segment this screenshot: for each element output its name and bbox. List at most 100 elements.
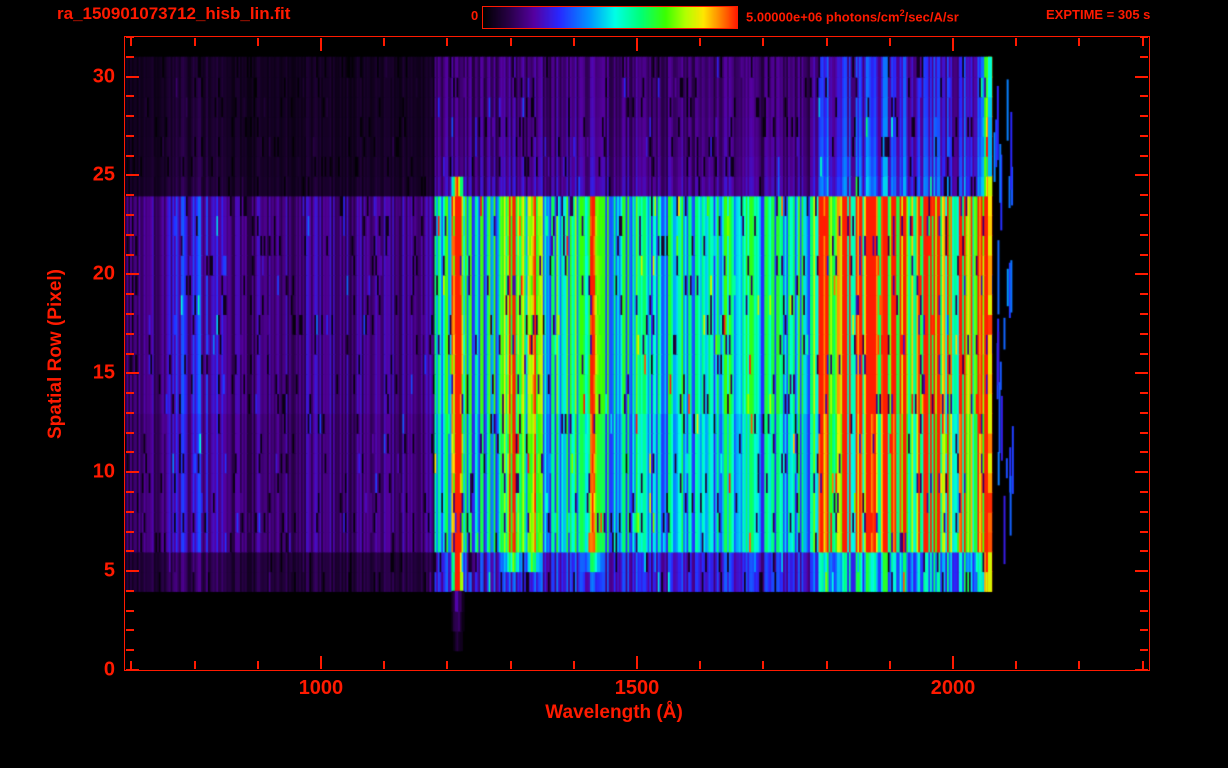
y-minor-tick-right [1140, 431, 1148, 434]
y-minor-tick [126, 550, 134, 553]
y-major-tick-right [1135, 174, 1148, 177]
y-minor-tick [126, 233, 134, 236]
x-minor-tick [1015, 661, 1018, 669]
x-minor-tick [509, 661, 512, 669]
y-minor-tick [126, 530, 134, 533]
x-minor-tick-top [256, 38, 259, 46]
y-minor-tick [126, 36, 134, 38]
x-minor-tick-top [572, 38, 575, 46]
y-minor-tick [126, 609, 134, 612]
y-minor-tick-right [1140, 332, 1148, 335]
plot-area: 0 5 10 15 20 25 30 1000 1500 2000 Spatial Row (P… [45, 36, 1150, 699]
x-major-tick [952, 656, 955, 669]
y-minor-tick-right [1140, 530, 1148, 533]
y-minor-tick-right [1140, 352, 1148, 355]
x-minor-tick-top [1015, 38, 1018, 46]
y-tick-label: 30 [92, 65, 115, 88]
y-major-tick [126, 471, 139, 474]
colorbar-max-label: 5.00000e+06 photons/cm2/sec/A/sr [746, 8, 959, 24]
y-minor-tick-right [1140, 194, 1148, 197]
x-tick-label: 1500 [614, 677, 660, 699]
y-minor-tick [126, 332, 134, 335]
y-minor-tick-right [1140, 293, 1148, 296]
y-minor-tick-right [1140, 392, 1148, 395]
y-minor-tick [126, 214, 134, 217]
x-minor-tick [762, 661, 765, 669]
exposure-time-label: EXPTIME = 305 s [1046, 7, 1151, 22]
y-tick-label: 0 [103, 658, 115, 681]
colorbar-max-value: 5.00000e+06 [746, 9, 823, 25]
x-minor-tick [130, 661, 133, 669]
y-minor-tick [126, 490, 134, 493]
y-minor-tick-right [1140, 95, 1148, 98]
y-major-tick [126, 273, 139, 276]
x-axis-title: Wavelength (Å) [545, 702, 683, 723]
x-minor-tick [256, 661, 259, 669]
y-minor-tick-right [1140, 490, 1148, 493]
x-minor-tick-top [446, 38, 449, 46]
x-minor-tick-top [193, 38, 196, 46]
y-tick-label: 25 [92, 163, 115, 186]
colorbar-min-label: 0 [471, 8, 479, 23]
y-minor-tick [126, 154, 134, 157]
y-minor-tick-right [1140, 115, 1148, 118]
colorbar [482, 6, 738, 29]
x-minor-tick [193, 661, 196, 669]
y-minor-tick [126, 253, 134, 256]
x-minor-tick-top [383, 38, 386, 46]
y-minor-tick-right [1140, 214, 1148, 217]
x-minor-tick-top [762, 38, 765, 46]
y-minor-tick-right [1140, 649, 1148, 652]
y-minor-tick [126, 510, 134, 513]
y-minor-tick [126, 55, 134, 58]
x-minor-tick [699, 661, 702, 669]
y-minor-tick-right [1140, 55, 1148, 58]
y-minor-tick [126, 411, 134, 414]
y-axis-title: Spatial Row (Pixel) [45, 268, 66, 439]
y-minor-tick-right [1140, 451, 1148, 454]
spectrogram-image [125, 37, 1149, 670]
x-minor-tick-top [888, 38, 891, 46]
x-minor-tick-top [130, 38, 133, 46]
x-minor-tick [572, 661, 575, 669]
x-minor-tick-top [1141, 38, 1144, 46]
y-minor-tick [126, 431, 134, 434]
colorbar-units-exponent: 2 [899, 8, 905, 18]
y-minor-tick-right [1140, 233, 1148, 236]
y-minor-tick [126, 649, 134, 652]
y-minor-tick [126, 194, 134, 197]
y-minor-tick [126, 451, 134, 454]
y-tick-label: 20 [92, 262, 115, 285]
x-minor-tick [888, 661, 891, 669]
x-tick-label: 1000 [298, 677, 344, 699]
x-major-tick-top [952, 38, 955, 51]
y-major-tick-right [1135, 471, 1148, 474]
y-minor-tick-right [1140, 629, 1148, 632]
y-major-tick-right [1135, 669, 1148, 671]
y-minor-tick-right [1140, 550, 1148, 553]
x-minor-tick [446, 661, 449, 669]
x-major-tick-top [636, 38, 638, 51]
x-major-tick [319, 656, 322, 669]
y-major-tick-right [1135, 372, 1148, 375]
y-minor-tick-right [1140, 589, 1148, 592]
y-minor-tick [126, 352, 134, 355]
x-minor-tick [825, 661, 828, 669]
x-major-tick-top [319, 38, 322, 51]
colorbar-gradient [483, 7, 737, 28]
y-minor-tick-right [1140, 253, 1148, 256]
x-minor-tick [383, 661, 386, 669]
y-minor-tick [126, 312, 134, 315]
y-minor-tick [126, 392, 134, 395]
x-minor-tick-top [699, 38, 702, 46]
y-major-tick [126, 570, 139, 573]
x-minor-tick-top [825, 38, 828, 46]
y-minor-tick [126, 115, 134, 118]
y-major-tick [126, 174, 139, 177]
y-minor-tick-right [1140, 134, 1148, 137]
x-minor-tick [1141, 661, 1144, 669]
y-tick-label: 10 [92, 460, 115, 483]
y-minor-tick-right [1140, 36, 1148, 38]
x-tick-label: 2000 [930, 677, 976, 699]
y-major-tick-right [1135, 75, 1148, 78]
